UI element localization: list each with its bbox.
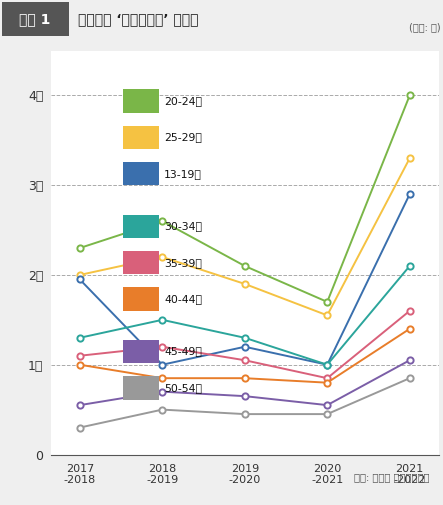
Text: 25-29세: 25-29세	[164, 132, 202, 142]
Bar	[123, 162, 159, 185]
Text: 35-39세: 35-39세	[164, 258, 202, 268]
Bar	[123, 89, 159, 113]
Text: 연령대별 ‘팝업스토어’ 검색량: 연령대별 ‘팝업스토어’ 검색량	[78, 12, 198, 26]
Bar	[123, 287, 159, 311]
Text: 30-34세: 30-34세	[164, 221, 202, 231]
Text: 자료: 이노션 인사이트그룹: 자료: 이노션 인사이트그룹	[354, 472, 430, 482]
Text: 45-49세: 45-49세	[164, 346, 202, 357]
Bar	[123, 215, 159, 238]
Text: 20-24세: 20-24세	[164, 96, 202, 106]
Bar	[123, 251, 159, 274]
Text: 13-19세: 13-19세	[164, 169, 202, 179]
Text: (단위: 건): (단위: 건)	[409, 22, 441, 32]
Text: 40-44세: 40-44세	[164, 294, 202, 304]
Bar	[123, 126, 159, 149]
Bar	[123, 340, 159, 363]
Bar	[2, 2, 69, 36]
Text: 그림 1: 그림 1	[19, 12, 50, 26]
Bar	[123, 376, 159, 399]
Text: 50-54세: 50-54세	[164, 383, 202, 393]
